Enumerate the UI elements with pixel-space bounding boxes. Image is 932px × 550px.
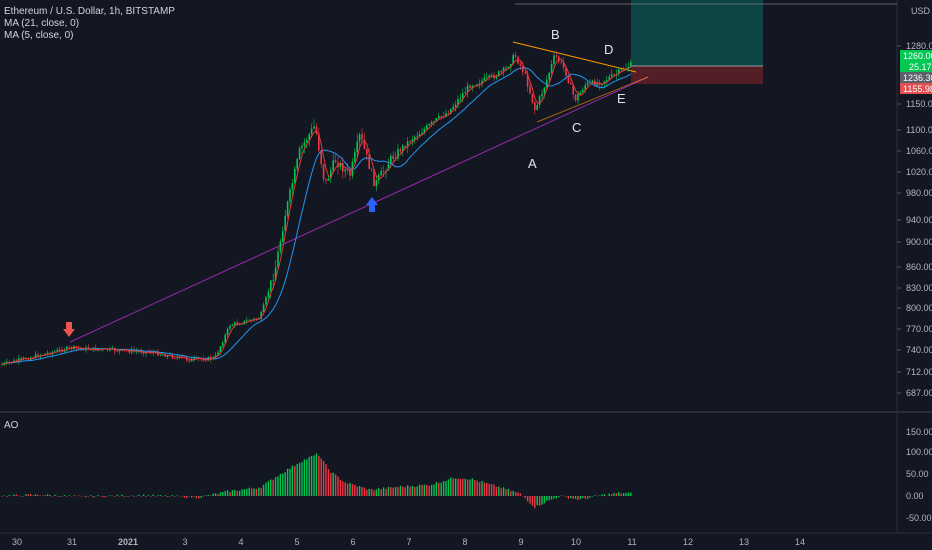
time-tick: 30 [12, 537, 22, 547]
ma-5-line[interactable] [1, 58, 632, 365]
entry-price-badge: 1236.30 [900, 72, 932, 83]
time-tick: 7 [406, 537, 411, 547]
svg-text:25.17: 25.17 [909, 62, 932, 72]
time-tick: 12 [683, 537, 693, 547]
long-position-tool[interactable] [631, 0, 763, 84]
triangle-upper-line[interactable] [512, 41, 637, 73]
time-tick: 2021 [118, 537, 138, 547]
time-tick: 31 [67, 537, 77, 547]
price-axis[interactable]: 1280.00 1150.00 1100.00 1060.00 1020.00 980.0… [897, 41, 932, 398]
time-tick: 14 [795, 537, 805, 547]
svg-text:1155.98: 1155.98 [903, 84, 932, 94]
price-tick: 1060.00 [906, 146, 932, 156]
price-tick: 900.00 [906, 237, 932, 247]
price-tick: 800.00 [906, 303, 932, 313]
last-price-badge: 1260.00 [900, 50, 932, 61]
ao-axis[interactable]: 150.00 100.00 50.00 0.00 -50.00 [906, 427, 932, 523]
price-tick: 830.00 [906, 283, 932, 293]
ao-legend[interactable]: AO [4, 420, 19, 431]
wave-label-c[interactable]: C [572, 120, 581, 135]
triangle-lower-line[interactable] [536, 76, 649, 123]
price-tick: 980.00 [906, 188, 932, 198]
time-tick: 4 [238, 537, 243, 547]
price-tick: 740.00 [906, 345, 932, 355]
price-change-badge: 25.17 [900, 61, 932, 72]
time-tick: 9 [518, 537, 523, 547]
up-arrow-icon[interactable] [366, 197, 378, 212]
price-tick: 940.00 [906, 215, 932, 225]
down-arrow-icon[interactable] [63, 322, 75, 337]
svg-text:1236.30: 1236.30 [903, 73, 932, 83]
ma-21-legend[interactable]: MA (21, close, 0) [4, 18, 80, 29]
profit-zone[interactable] [631, 0, 763, 66]
wave-label-b[interactable]: B [551, 27, 560, 42]
stop-price-badge: 1155.98 [900, 83, 932, 94]
ascending-trendline[interactable] [69, 76, 649, 343]
time-axis[interactable]: 30 31 2021 3 4 5 6 7 8 9 10 11 12 13 14 [12, 537, 805, 547]
time-tick: 10 [571, 537, 581, 547]
ao-tick: 50.00 [906, 469, 929, 479]
wave-label-a[interactable]: A [528, 156, 537, 171]
price-tick: 687.00 [906, 388, 932, 398]
svg-text:1260.00: 1260.00 [903, 51, 932, 61]
candlestick-series[interactable] [1, 51, 632, 367]
time-tick: 5 [294, 537, 299, 547]
wave-label-d[interactable]: D [604, 42, 613, 57]
time-tick: 6 [350, 537, 355, 547]
price-tick: 1280.00 [906, 41, 932, 51]
ao-tick: 0.00 [906, 491, 924, 501]
loss-zone[interactable] [631, 66, 763, 84]
time-tick: 8 [462, 537, 467, 547]
ao-tick: 150.00 [906, 427, 932, 437]
price-tick: 1150.00 [906, 99, 932, 109]
ao-tick: 100.00 [906, 447, 932, 457]
price-tick: 712.00 [906, 367, 932, 377]
price-tick: 770.00 [906, 324, 932, 334]
price-tick: 1100.00 [906, 125, 932, 135]
wave-label-e[interactable]: E [617, 91, 626, 106]
price-tick: 1020.00 [906, 167, 932, 177]
symbol-legend[interactable]: Ethereum / U.S. Dollar, 1h, BITSTAMP [4, 6, 175, 17]
ao-tick: -50.00 [906, 513, 932, 523]
currency-label[interactable]: USD [911, 6, 931, 16]
time-tick: 13 [739, 537, 749, 547]
ma-21-line[interactable] [1, 67, 632, 365]
time-tick: 11 [627, 537, 636, 547]
ma-5-legend[interactable]: MA (5, close, 0) [4, 30, 74, 41]
time-tick: 3 [182, 537, 187, 547]
price-tick: 860.00 [906, 262, 932, 272]
ao-histogram[interactable] [1, 453, 632, 509]
